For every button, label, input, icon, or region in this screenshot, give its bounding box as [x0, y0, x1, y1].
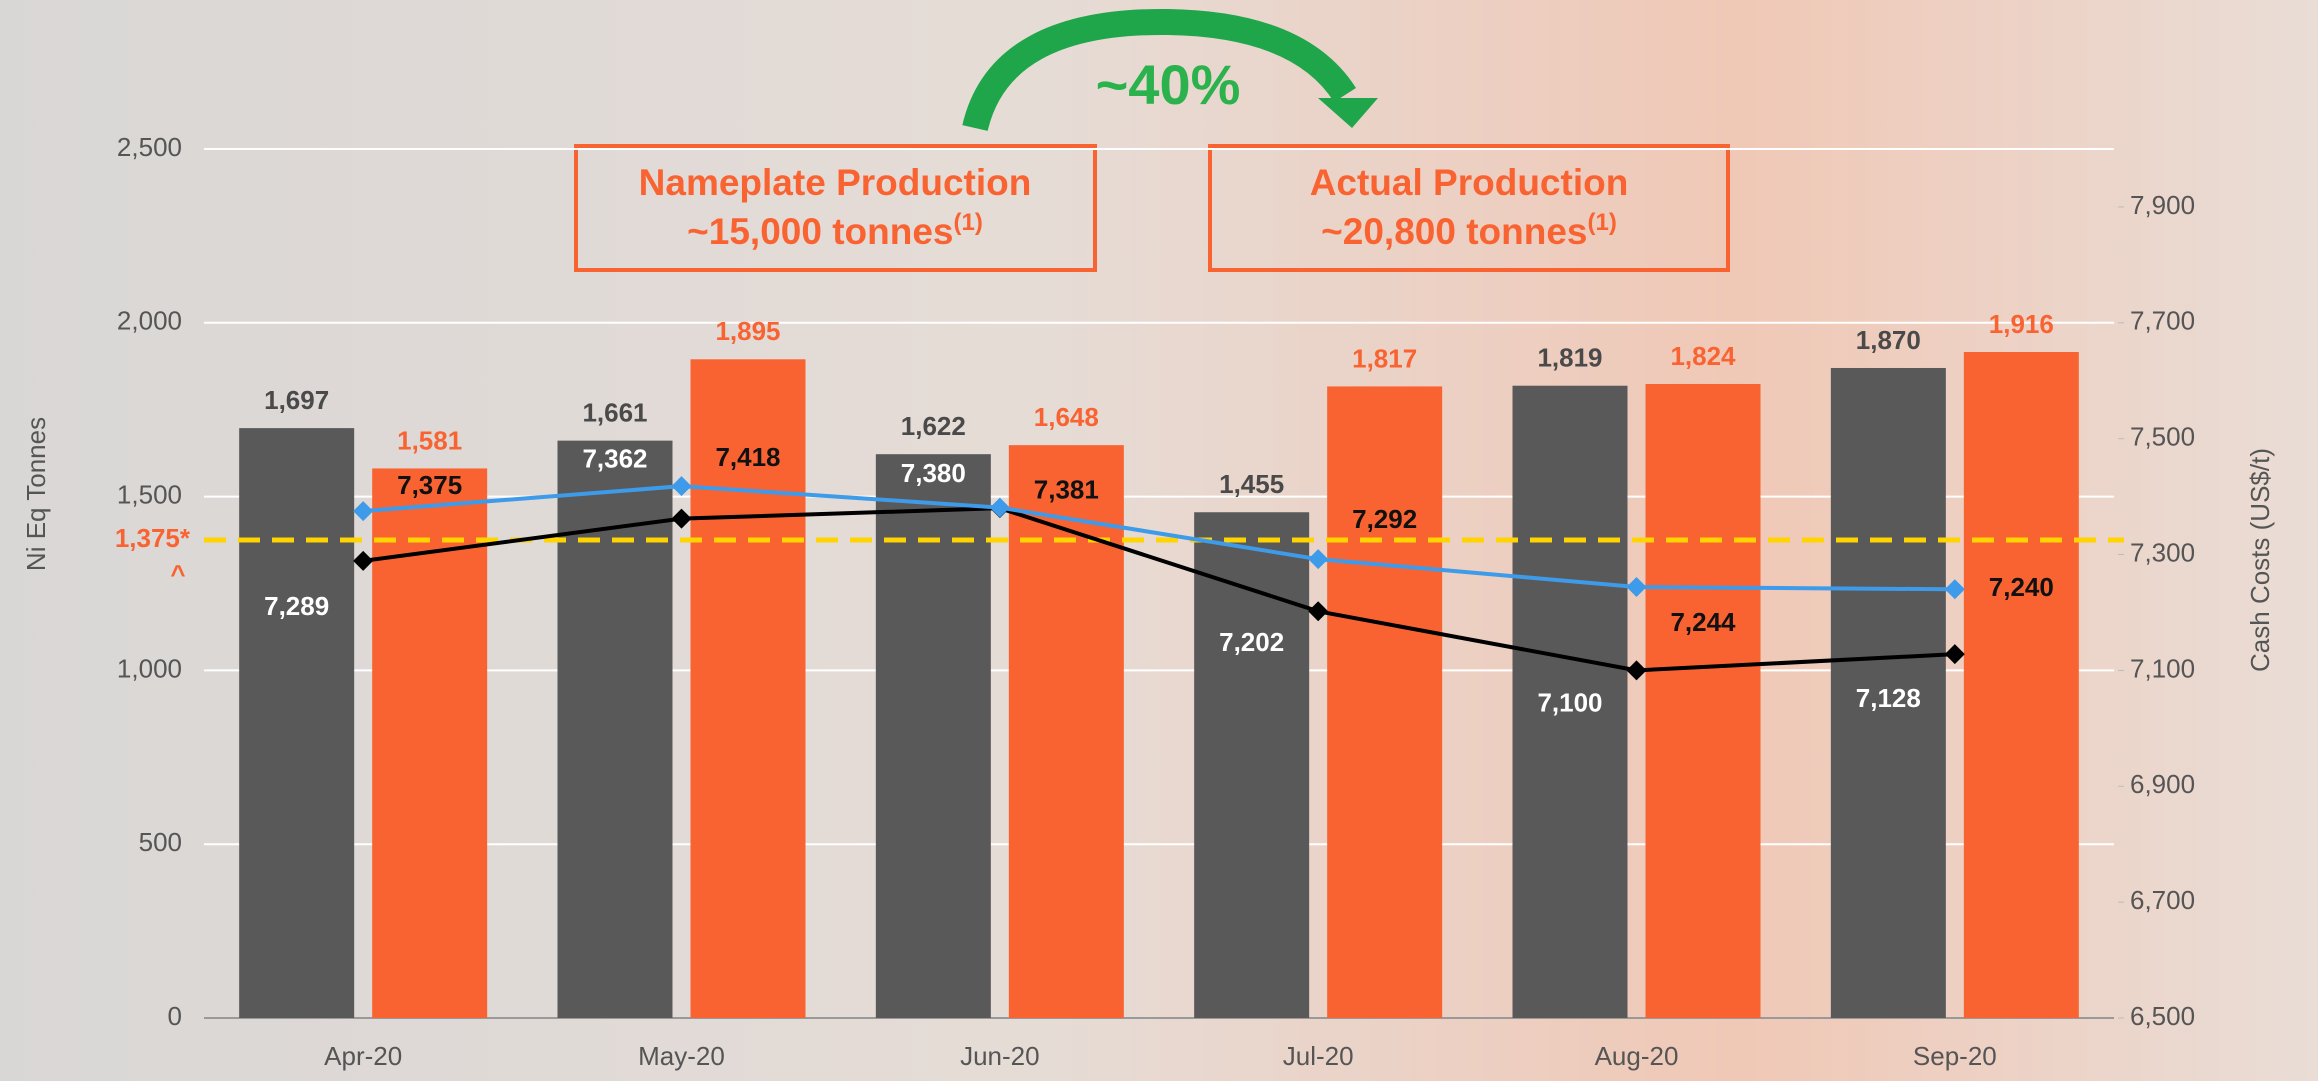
x-tick-label: Jul-20: [1283, 1041, 1354, 1071]
y-tick-label: 500: [139, 827, 182, 857]
y-tick-label: 2,000: [117, 306, 182, 336]
bar-value-label: 1,895: [715, 316, 780, 346]
y2-tick-label: 7,700: [2130, 306, 2195, 336]
bar-value-label: 1,824: [1670, 341, 1736, 371]
line-value-label: 7,362: [582, 443, 647, 473]
bar-value-label: 1,648: [1034, 402, 1099, 432]
y-axis-title: Ni Eq Tonnes: [21, 417, 51, 571]
y2-tick-label: 6,900: [2130, 769, 2195, 799]
bar-value-label: 1,455: [1219, 469, 1284, 499]
line-value-label: 7,244: [1670, 607, 1736, 637]
y-tick-label: 1,500: [117, 479, 182, 509]
x-tick-label: May-20: [638, 1041, 725, 1071]
x-tick-label: Apr-20: [324, 1041, 402, 1071]
growth-annotation: ~40%: [1096, 53, 1241, 116]
line-value-label: 7,381: [1034, 474, 1099, 504]
bar: [1964, 352, 2079, 1018]
line-value-label: 7,202: [1219, 627, 1284, 657]
y2-tick-label: 7,100: [2130, 653, 2195, 683]
annotation-title: Nameplate Production: [639, 162, 1032, 203]
line-value-label: 7,289: [264, 591, 329, 621]
y-tick-label: 1,000: [117, 653, 182, 683]
annotation-text: ~15,000 tonnes(1): [687, 209, 983, 251]
annotation-note: (1): [1588, 209, 1617, 236]
line-value-label: 7,100: [1537, 687, 1602, 717]
chart: ~40% Nameplate Production ~15,000 tonnes…: [0, 0, 2318, 1081]
reference-label: 1,375*: [115, 523, 191, 553]
bar: [239, 428, 354, 1018]
y2-tick-label: 7,300: [2130, 537, 2195, 567]
y2-tick-label: 7,500: [2130, 422, 2195, 452]
y2-axis-title: Cash Costs (US$/t): [2245, 448, 2275, 672]
x-tick-label: Aug-20: [1595, 1041, 1679, 1071]
annotation-title: Actual Production: [1310, 162, 1629, 203]
bar-value-label: 1,819: [1537, 343, 1602, 373]
x-tick-label: Jun-20: [960, 1041, 1040, 1071]
bar: [1327, 386, 1442, 1018]
line-value-label: 7,375: [397, 470, 462, 500]
x-tick-label: Sep-20: [1913, 1041, 1997, 1071]
line-value-label: 7,418: [715, 442, 780, 472]
y2-tick-label: 7,900: [2130, 190, 2195, 220]
y-tick-label: 0: [168, 1001, 182, 1031]
reference-note: ^: [170, 559, 185, 589]
annotation-note: (1): [954, 209, 983, 236]
bar: [1646, 384, 1761, 1018]
bar-value-label: 1,622: [901, 411, 966, 441]
line-value-label: 7,128: [1856, 683, 1921, 713]
y2-tick-label: 6,700: [2130, 885, 2195, 915]
annotation-value: ~20,800 tonnes: [1321, 211, 1587, 252]
bar-value-label: 1,817: [1352, 343, 1417, 373]
line-value-label: 7,240: [1989, 572, 2054, 602]
bar-value-label: 1,661: [582, 398, 647, 428]
bar-value-label: 1,916: [1989, 309, 2054, 339]
bar-value-label: 1,581: [397, 425, 462, 455]
y-tick-label: 2,500: [117, 132, 182, 162]
bar-value-label: 1,870: [1856, 325, 1921, 355]
line-value-label: 7,380: [901, 458, 966, 488]
line-value-label: 7,292: [1352, 504, 1417, 534]
y2-tick-label: 6,500: [2130, 1001, 2195, 1031]
annotation-value: ~15,000 tonnes: [687, 211, 953, 252]
annotation-text: ~20,800 tonnes(1): [1321, 209, 1617, 251]
bar-value-label: 1,697: [264, 385, 329, 415]
